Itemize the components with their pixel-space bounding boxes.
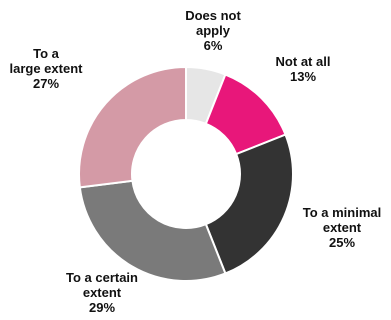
slice-category-label: Does not xyxy=(185,8,241,23)
donut-slices xyxy=(78,65,294,282)
slice-value-label: 25% xyxy=(329,235,355,250)
slice-label-2: To a minimal extent 25% xyxy=(303,205,382,250)
slice-category-label: To a xyxy=(33,46,60,61)
slice-category-label: Not at all xyxy=(276,54,331,69)
slice-labels: Does not apply 6% Not at all 13% To a minimal… xyxy=(10,8,382,315)
slice-value-label: 13% xyxy=(290,69,316,84)
slice-category-label: extent xyxy=(83,285,122,300)
slice-label-3: To a certain extent 29% xyxy=(66,270,138,315)
slice-category-label: apply xyxy=(196,23,231,38)
slice-category-label: extent xyxy=(323,220,362,235)
donut-slice-2 xyxy=(204,133,294,275)
slice-label-4: To a large extent 27% xyxy=(10,46,84,91)
slice-label-1: Not at all 13% xyxy=(276,54,331,84)
slice-category-label: To a minimal xyxy=(303,205,382,220)
slice-value-label: 6% xyxy=(204,38,223,53)
slice-value-label: 27% xyxy=(33,76,59,91)
slice-value-label: 29% xyxy=(89,300,115,315)
slice-label-0: Does not apply 6% xyxy=(185,8,241,53)
slice-category-label: To a certain xyxy=(66,270,138,285)
slice-category-label: large extent xyxy=(10,61,84,76)
donut-slice-3 xyxy=(78,179,227,282)
donut-slice-4 xyxy=(78,65,187,189)
